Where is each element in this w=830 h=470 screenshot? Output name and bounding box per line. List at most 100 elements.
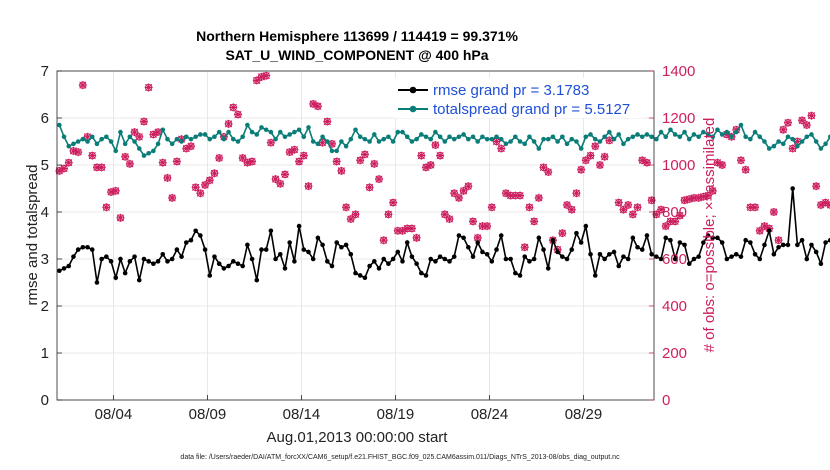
y-tick-label-right: 200 bbox=[662, 345, 687, 362]
point-rmse bbox=[522, 254, 528, 259]
point-rmse bbox=[296, 223, 302, 229]
point-rmse bbox=[677, 240, 683, 245]
y-tick-label-left: 2 bbox=[41, 298, 49, 315]
point-rmse bbox=[804, 256, 810, 262]
point-rmse bbox=[771, 252, 777, 257]
marker-obs-assimilated bbox=[798, 116, 807, 125]
point-totalspread bbox=[423, 134, 429, 140]
point-totalspread bbox=[630, 134, 636, 140]
point-rmse bbox=[113, 275, 119, 281]
point-totalspread bbox=[348, 136, 354, 142]
marker-obs-assimilated bbox=[337, 166, 346, 175]
point-totalspread bbox=[160, 127, 166, 133]
point-totalspread bbox=[654, 136, 659, 142]
marker-obs-assimilated bbox=[243, 158, 252, 167]
point-rmse bbox=[672, 256, 678, 262]
y-tick-label-right: 1400 bbox=[662, 63, 695, 80]
point-totalspread bbox=[672, 132, 678, 137]
marker-obs-assimilated bbox=[224, 119, 233, 128]
marker-obs-assimilated bbox=[539, 163, 548, 172]
point-rmse bbox=[630, 235, 636, 241]
point-totalspread bbox=[484, 136, 490, 142]
point-totalspread bbox=[719, 132, 725, 137]
point-rmse bbox=[419, 270, 424, 276]
point-rmse bbox=[381, 256, 387, 262]
point-totalspread bbox=[592, 136, 598, 142]
point-totalspread bbox=[212, 134, 217, 140]
marker-obs-assimilated bbox=[426, 161, 435, 169]
point-totalspread bbox=[724, 129, 730, 135]
marker-obs-assimilated bbox=[74, 148, 83, 157]
point-totalspread bbox=[696, 134, 701, 140]
point-totalspread bbox=[527, 134, 532, 140]
point-rmse bbox=[813, 249, 819, 255]
marker-obs-assimilated bbox=[111, 186, 120, 195]
marker-obs-assimilated bbox=[788, 144, 797, 153]
point-rmse bbox=[132, 254, 137, 259]
marker-obs-assimilated bbox=[577, 165, 586, 174]
point-totalspread bbox=[226, 129, 231, 135]
point-rmse bbox=[428, 256, 434, 262]
marker-obs-assimilated bbox=[55, 166, 64, 175]
point-totalspread bbox=[795, 143, 800, 149]
y-axis-left-label: rmse and totalspread bbox=[24, 165, 41, 306]
point-rmse bbox=[357, 273, 363, 278]
point-totalspread bbox=[80, 136, 86, 142]
point-rmse bbox=[315, 235, 321, 241]
marker-obs-assimilated bbox=[351, 210, 360, 219]
point-totalspread bbox=[536, 146, 542, 151]
marker-obs-assimilated bbox=[370, 159, 379, 168]
marker-obs-assimilated bbox=[389, 198, 398, 207]
point-totalspread bbox=[766, 146, 772, 151]
point-rmse bbox=[339, 244, 344, 250]
point-rmse bbox=[66, 263, 72, 269]
point-rmse bbox=[635, 244, 640, 250]
point-rmse bbox=[513, 270, 518, 276]
point-totalspread bbox=[249, 129, 255, 135]
marker-obs-assimilated bbox=[64, 158, 73, 167]
point-rmse bbox=[607, 252, 612, 257]
point-rmse bbox=[494, 247, 499, 252]
point-rmse bbox=[404, 240, 410, 245]
point-rmse bbox=[376, 266, 382, 271]
point-totalspread bbox=[621, 141, 626, 147]
marker-obs-assimilated bbox=[262, 71, 271, 80]
marker-obs-assimilated bbox=[252, 76, 261, 85]
point-rmse bbox=[254, 277, 260, 283]
marker-obs-assimilated bbox=[379, 236, 388, 245]
point-rmse bbox=[517, 273, 523, 278]
point-rmse bbox=[663, 235, 669, 241]
legend-box bbox=[394, 78, 644, 118]
point-totalspread bbox=[569, 136, 575, 142]
point-totalspread bbox=[682, 129, 687, 135]
marker-obs-assimilated bbox=[821, 198, 830, 207]
point-totalspread bbox=[188, 136, 194, 142]
point-rmse bbox=[263, 247, 269, 252]
marker-obs-assimilated bbox=[722, 130, 731, 139]
point-totalspread bbox=[221, 136, 227, 142]
marker-obs-assimilated bbox=[332, 157, 341, 166]
marker-obs-assimilated bbox=[393, 226, 402, 235]
point-totalspread bbox=[677, 134, 683, 140]
marker-obs-assimilated bbox=[793, 137, 802, 146]
marker-obs-assimilated bbox=[628, 210, 637, 219]
point-rmse bbox=[752, 252, 758, 257]
point-rmse bbox=[545, 266, 551, 271]
marker-obs-assimilated bbox=[257, 72, 266, 81]
marker-obs-assimilated bbox=[689, 193, 698, 202]
series-obs_assimilated bbox=[55, 71, 830, 254]
point-totalspread bbox=[644, 132, 650, 137]
point-rmse bbox=[136, 277, 142, 283]
marker-obs-assimilated bbox=[657, 205, 666, 214]
point-rmse bbox=[574, 230, 579, 236]
point-totalspread bbox=[353, 127, 358, 133]
point-totalspread bbox=[259, 125, 264, 130]
marker-obs-assimilated bbox=[271, 175, 280, 184]
marker-obs-assimilated bbox=[774, 236, 783, 245]
point-totalspread bbox=[104, 134, 109, 140]
marker-obs-assimilated bbox=[92, 163, 101, 172]
point-totalspread bbox=[818, 146, 824, 151]
point-rmse bbox=[696, 254, 701, 259]
point-totalspread bbox=[339, 139, 344, 144]
point-rmse bbox=[127, 259, 133, 264]
